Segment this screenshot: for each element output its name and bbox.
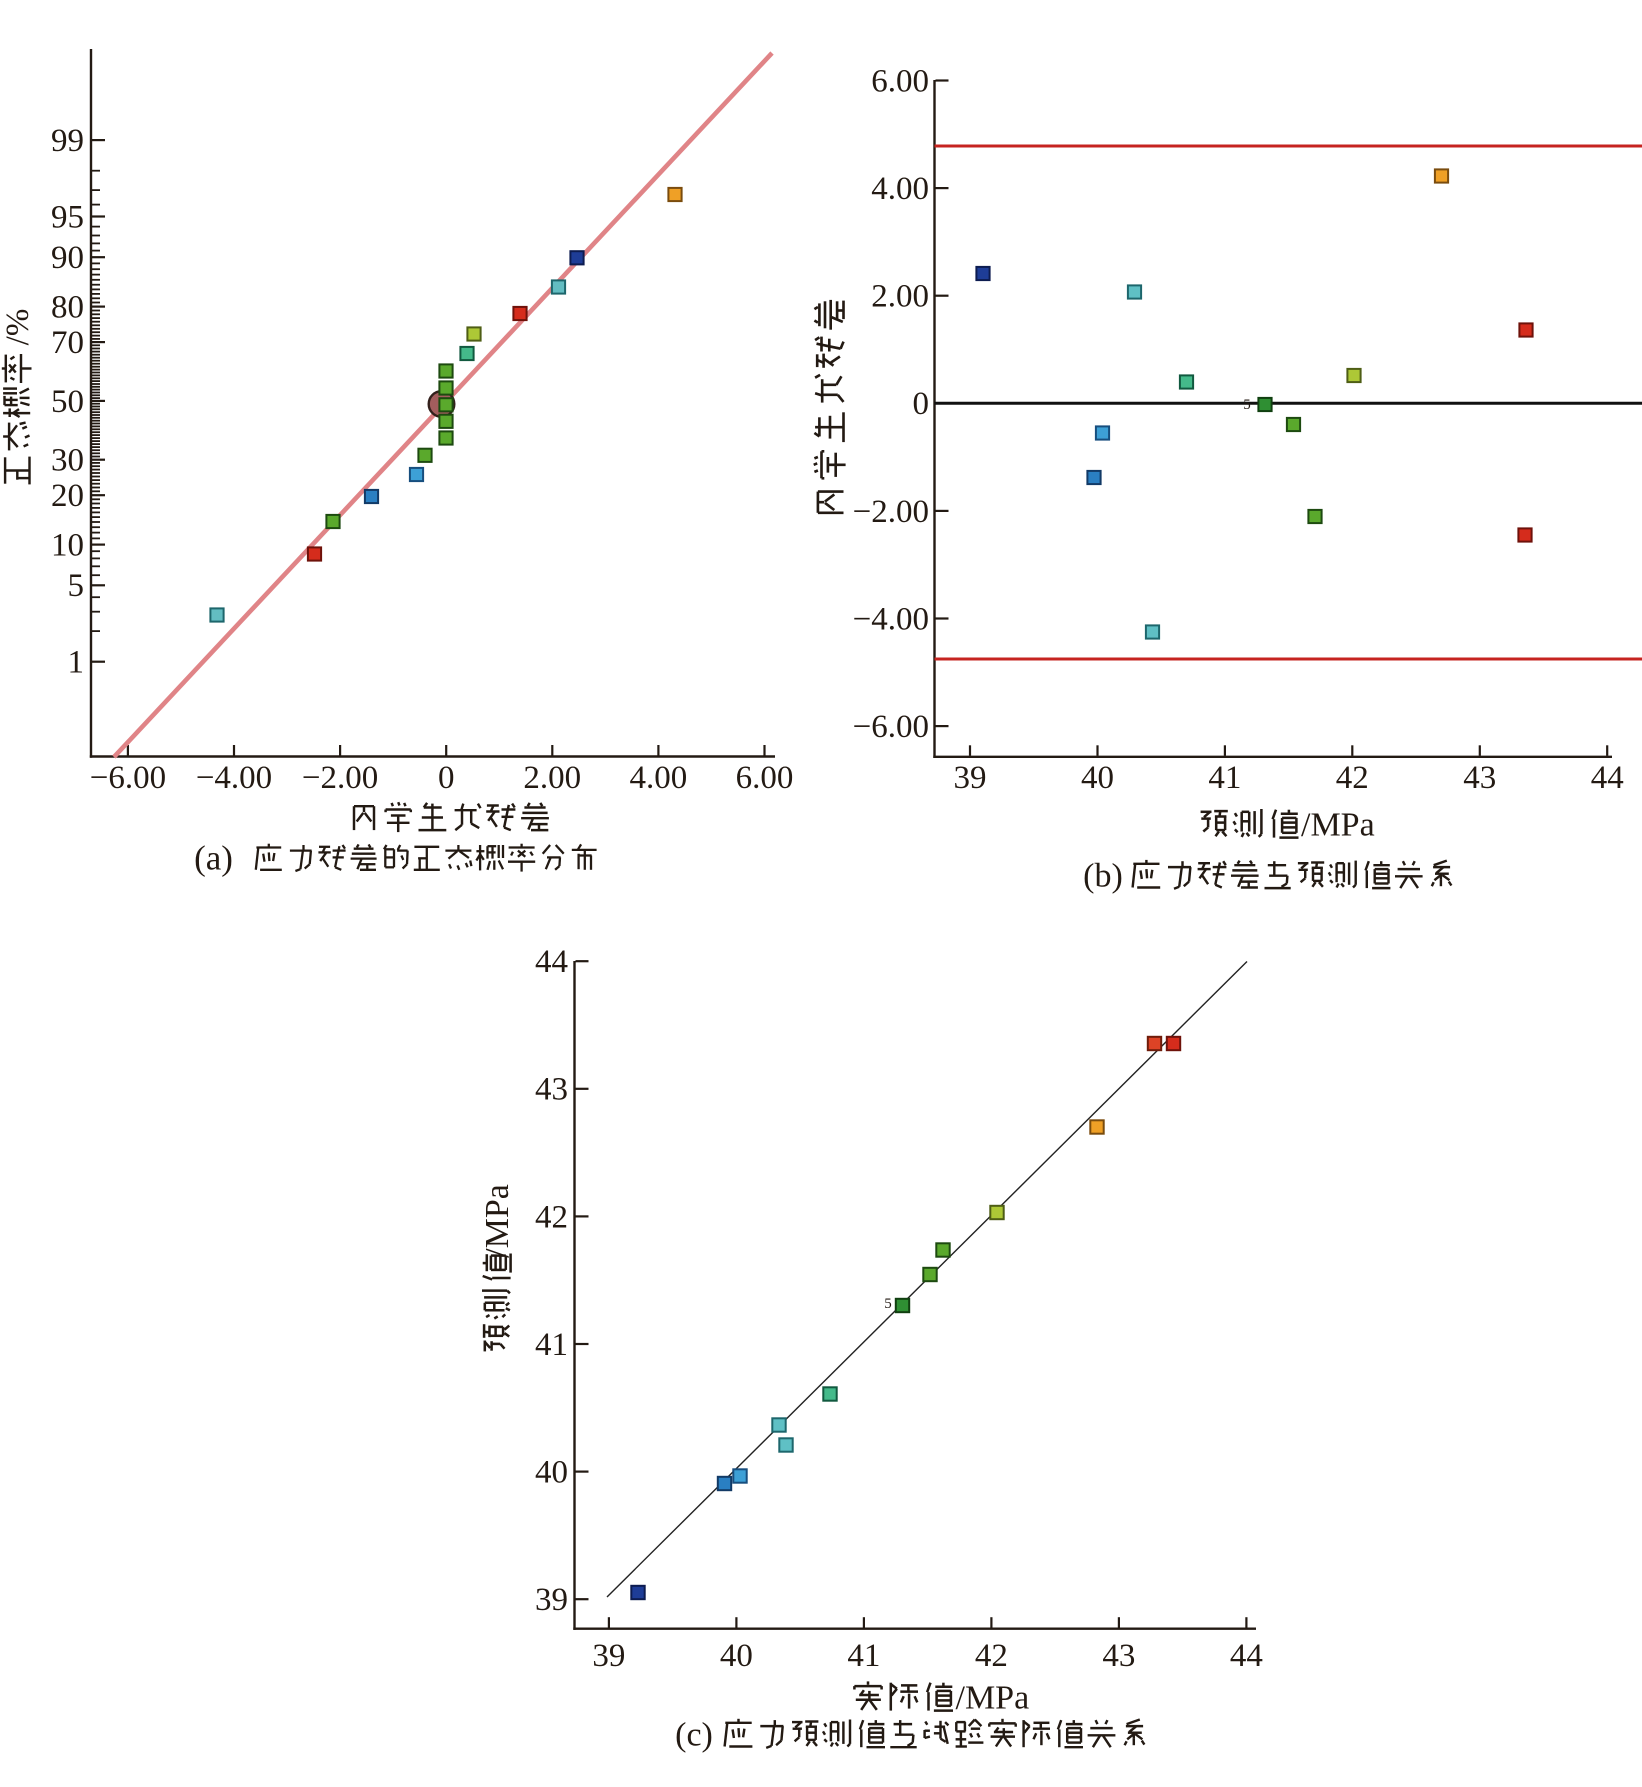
svg-text:/%: /% [0,309,36,346]
svg-text:−6.00: −6.00 [90,760,166,796]
svg-text:44: 44 [535,944,568,980]
svg-text:−2.00: −2.00 [302,760,378,796]
svg-text:39: 39 [954,760,987,796]
svg-text:41: 41 [847,1638,880,1674]
svg-text:0: 0 [438,760,455,796]
svg-text:42: 42 [1336,760,1369,796]
svg-text:90: 90 [51,240,84,276]
svg-text:4.00: 4.00 [871,171,929,207]
svg-text:80: 80 [51,290,84,326]
svg-text:20: 20 [51,478,84,514]
svg-text:40: 40 [720,1638,753,1674]
svg-text:0: 0 [913,386,930,422]
svg-text:2.00: 2.00 [523,760,581,796]
svg-text:(a): (a) [194,839,233,878]
svg-text:99: 99 [51,123,84,159]
svg-text:2.00: 2.00 [871,279,929,315]
svg-text:42: 42 [535,1199,568,1235]
svg-text:1: 1 [68,645,85,681]
svg-text:70: 70 [51,325,84,361]
svg-text:41: 41 [1208,760,1241,796]
svg-text:6.00: 6.00 [736,760,794,796]
svg-text:10: 10 [51,528,84,564]
svg-text:39: 39 [592,1638,625,1674]
svg-text:42: 42 [975,1638,1008,1674]
svg-text:/MPa: /MPa [479,1184,516,1258]
svg-text:4.00: 4.00 [630,760,688,796]
svg-text:30: 30 [51,443,84,479]
svg-text:6.00: 6.00 [871,63,929,99]
svg-text:/MPa: /MPa [956,1680,1030,1717]
svg-text:95: 95 [51,199,84,235]
svg-text:−4.00: −4.00 [196,760,272,796]
svg-text:40: 40 [535,1455,568,1491]
svg-text:−6.00: −6.00 [853,709,929,745]
svg-text:43: 43 [1463,760,1496,796]
svg-text:(c): (c) [675,1717,713,1754]
svg-text:44: 44 [1591,760,1624,796]
svg-text:5: 5 [68,568,85,604]
svg-text:5: 5 [884,1296,892,1312]
svg-text:39: 39 [535,1582,568,1618]
svg-text:43: 43 [535,1072,568,1108]
svg-text:−4.00: −4.00 [853,601,929,637]
svg-text:40: 40 [1081,760,1114,796]
svg-text:44: 44 [1230,1638,1263,1674]
svg-text:43: 43 [1102,1638,1135,1674]
svg-text:−2.00: −2.00 [853,494,929,530]
svg-text:(b): (b) [1083,858,1123,895]
svg-text:5: 5 [1243,397,1251,413]
svg-text:50: 50 [51,384,84,420]
svg-text:41: 41 [535,1327,568,1363]
svg-text:/MPa: /MPa [1301,807,1375,844]
